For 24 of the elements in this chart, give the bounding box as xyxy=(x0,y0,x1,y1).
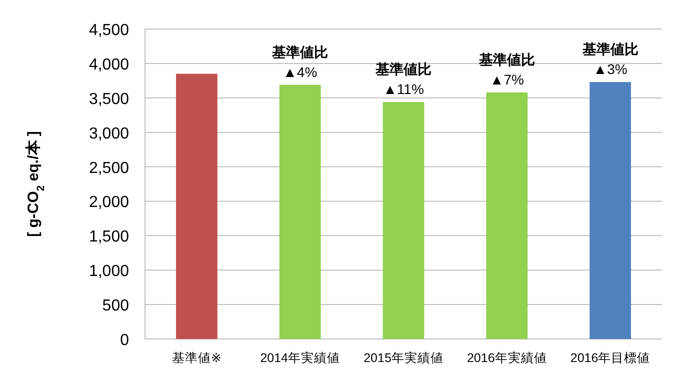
bar xyxy=(176,74,218,339)
annotation: 基準値比 ▲11% xyxy=(374,61,432,98)
y-tick-label: 1,000 xyxy=(88,263,130,280)
bar xyxy=(279,84,321,339)
bar xyxy=(590,82,631,339)
y-tick-label: 2,000 xyxy=(88,194,130,212)
y-tick-label: 4,500 xyxy=(88,22,130,39)
bar xyxy=(382,102,424,339)
y-tick-label: 3,000 xyxy=(88,125,130,142)
annotation: 基準値比 ▲7% xyxy=(478,51,535,88)
y-tick-label: 3,500 xyxy=(88,90,130,108)
x-tick-label: 2015年実績値 xyxy=(364,350,444,365)
x-tick-label: 2016年実績値 xyxy=(466,350,547,365)
y-tick-label: 2,500 xyxy=(88,160,130,177)
y-tick-label: 4,000 xyxy=(88,56,130,74)
bar xyxy=(486,92,528,339)
x-tick-label: 2014年実績値 xyxy=(260,350,340,365)
x-tick-label: 基準値※ xyxy=(172,351,222,365)
y-tick-label: 0 xyxy=(120,332,130,349)
x-tick-label: 2016年目標値 xyxy=(570,351,650,365)
y-tick-label: 1,500 xyxy=(88,228,130,246)
annotation: 基準値比 ▲3% xyxy=(581,41,638,78)
annotation: 基準値比 ▲4% xyxy=(271,44,328,80)
y-tick-label: 500 xyxy=(102,298,130,315)
